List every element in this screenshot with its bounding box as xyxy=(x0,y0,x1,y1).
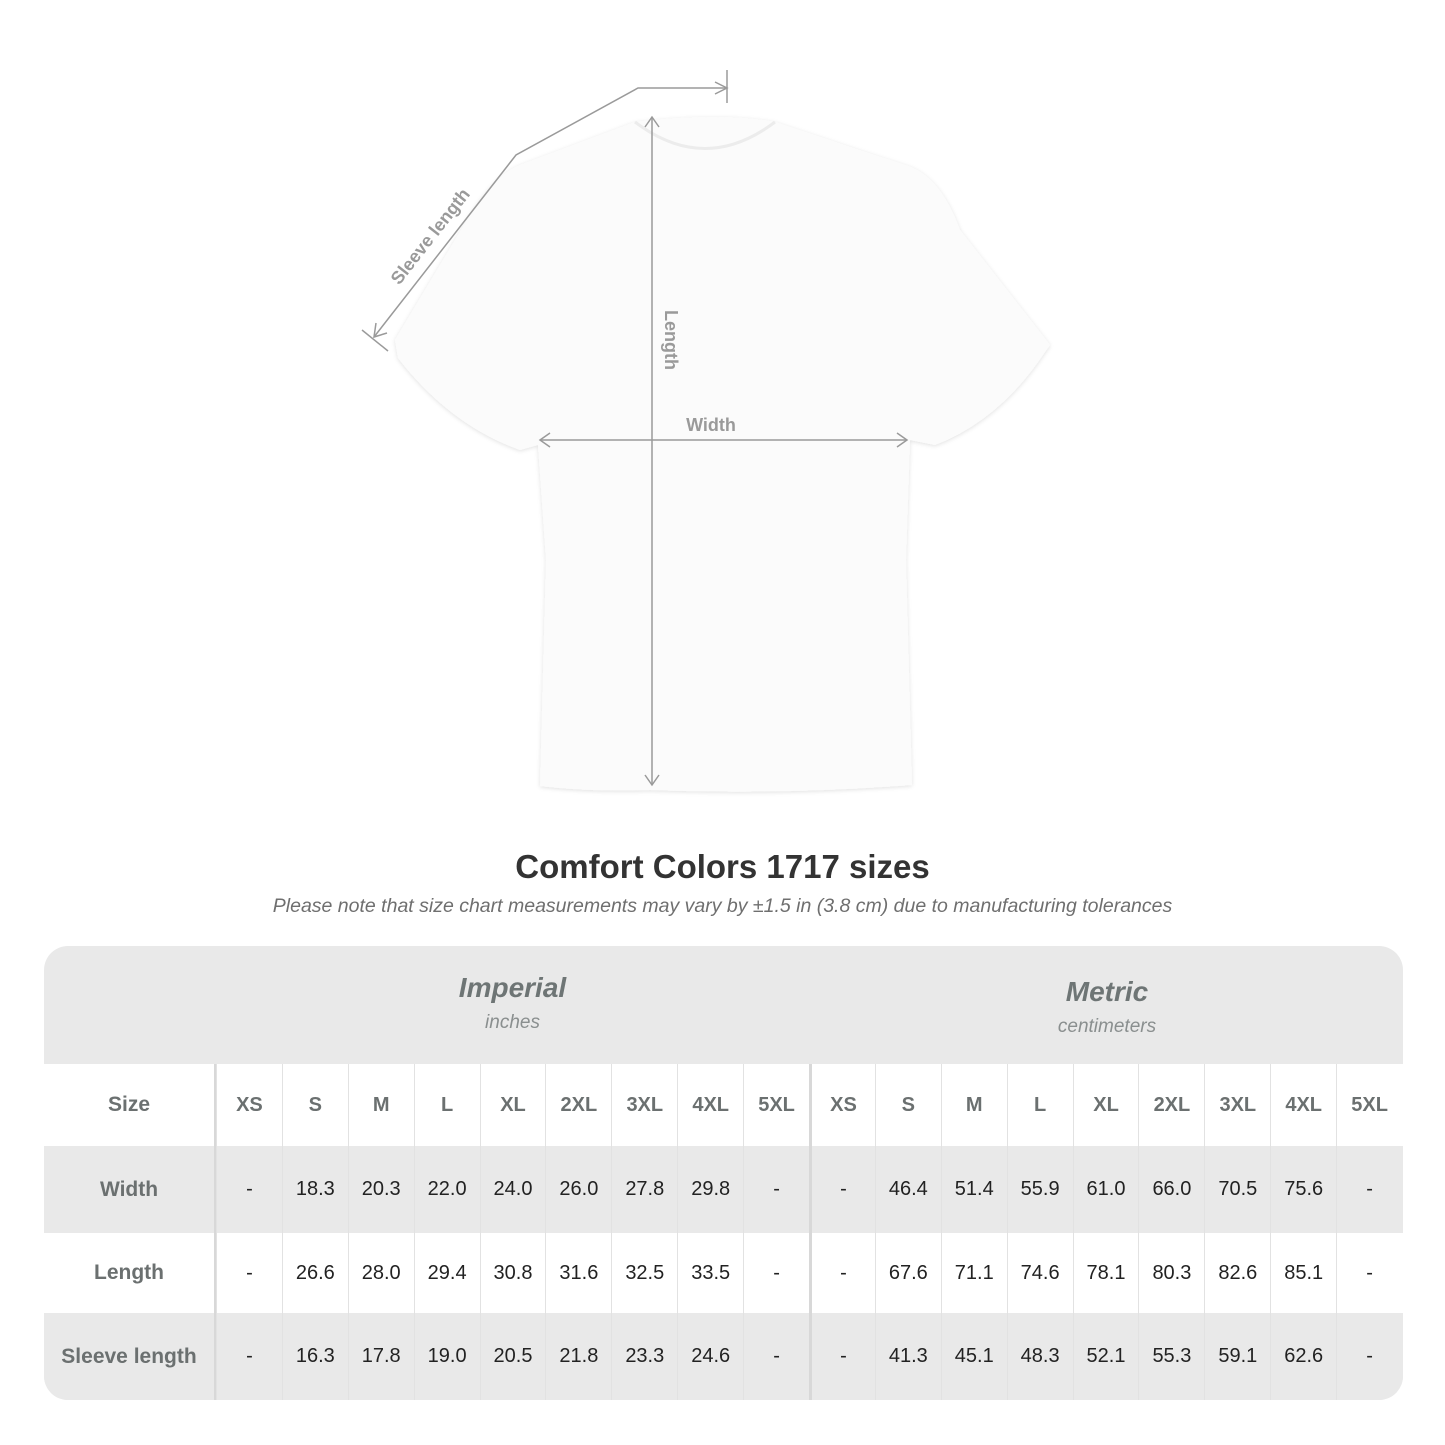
imperial-unit: inches xyxy=(485,1012,540,1033)
row-label: Sleeve length xyxy=(44,1313,216,1400)
size-header: M xyxy=(940,1064,1007,1146)
metric-value: 70.5 xyxy=(1204,1146,1270,1233)
imperial-value: 19.0 xyxy=(413,1313,480,1400)
metric-value: 78.1 xyxy=(1072,1233,1139,1313)
size-header: L xyxy=(1006,1064,1073,1146)
imperial-value: 18.3 xyxy=(281,1146,348,1233)
imperial-value: 30.8 xyxy=(479,1233,546,1313)
imperial-value: 24.6 xyxy=(677,1313,743,1400)
metric-value: - xyxy=(1336,1146,1402,1233)
metric-value: - xyxy=(1336,1233,1402,1313)
metric-value: 48.3 xyxy=(1006,1313,1073,1400)
imperial-value: 24.0 xyxy=(479,1146,546,1233)
metric-value: 52.1 xyxy=(1072,1313,1139,1400)
chart-title: Comfort Colors 1717 sizes xyxy=(515,848,930,885)
metric-value: 61.0 xyxy=(1072,1146,1139,1233)
metric-value: - xyxy=(809,1313,875,1400)
size-header: XS xyxy=(216,1064,282,1146)
size-header: 2XL xyxy=(1138,1064,1204,1146)
measure-lines xyxy=(361,70,909,787)
imperial-value: - xyxy=(216,1233,282,1313)
metric-value: - xyxy=(1336,1313,1402,1400)
size-header-row: Size XS S M L XL 2XL 3XL 4XL 5XL XS S M L XL 2XL 3XL 4XL 5… xyxy=(44,1064,1403,1146)
imperial-header: Imperial inches xyxy=(216,946,809,1090)
imperial-value: 17.8 xyxy=(347,1313,414,1400)
imperial-value: 21.8 xyxy=(545,1313,611,1400)
metric-value: - xyxy=(809,1146,875,1233)
metric-value: 75.6 xyxy=(1270,1146,1336,1233)
imperial-title: Imperial xyxy=(458,972,567,1003)
size-header: 4XL xyxy=(677,1064,743,1146)
imperial-value: 33.5 xyxy=(677,1233,743,1313)
imperial-value: 28.0 xyxy=(347,1233,414,1313)
metric-value: 55.3 xyxy=(1138,1313,1204,1400)
size-header: 4XL xyxy=(1270,1064,1336,1146)
size-label: Size xyxy=(44,1064,216,1146)
imperial-value: 23.3 xyxy=(611,1313,677,1400)
metric-value: 80.3 xyxy=(1138,1233,1204,1313)
imperial-value: 20.5 xyxy=(479,1313,546,1400)
size-header: 5XL xyxy=(743,1064,809,1146)
metric-value: - xyxy=(809,1233,875,1313)
size-header: S xyxy=(281,1064,348,1146)
metric-value: 74.6 xyxy=(1006,1233,1073,1313)
size-grid: Size XS S M L XL 2XL 3XL 4XL 5XL XS S M L XL 2XL 3XL 4XL 5… xyxy=(44,1064,1403,1400)
metric-value: 41.3 xyxy=(874,1313,941,1400)
imperial-value: 29.4 xyxy=(413,1233,480,1313)
metric-value: 67.6 xyxy=(874,1233,941,1313)
size-header: XS xyxy=(809,1064,875,1146)
imperial-value: 27.8 xyxy=(611,1146,677,1233)
imperial-value: 31.6 xyxy=(545,1233,611,1313)
imperial-value: 20.3 xyxy=(347,1146,414,1233)
metric-value: 82.6 xyxy=(1204,1233,1270,1313)
size-header: M xyxy=(347,1064,414,1146)
imperial-value: 26.6 xyxy=(281,1233,348,1313)
metric-value: 62.6 xyxy=(1270,1313,1336,1400)
length-label: Length xyxy=(661,310,681,370)
metric-value: 66.0 xyxy=(1138,1146,1204,1233)
metric-title: Metric xyxy=(1065,976,1149,1007)
metric-unit: centimeters xyxy=(1057,1016,1157,1037)
width-label: Width xyxy=(686,415,736,435)
metric-value: 55.9 xyxy=(1006,1146,1073,1233)
imperial-value: 26.0 xyxy=(545,1146,611,1233)
imperial-value: - xyxy=(743,1313,809,1400)
row-label: Length xyxy=(44,1233,216,1313)
imperial-value: 29.8 xyxy=(677,1146,743,1233)
size-header: L xyxy=(413,1064,480,1146)
metric-value: 59.1 xyxy=(1204,1313,1270,1400)
size-header: S xyxy=(874,1064,941,1146)
size-header: 3XL xyxy=(1204,1064,1270,1146)
metric-value: 85.1 xyxy=(1270,1233,1336,1313)
size-header: 3XL xyxy=(611,1064,677,1146)
tshirt-diagram: Sleeve length Length Width xyxy=(361,70,1050,792)
metric-value: 45.1 xyxy=(940,1313,1007,1400)
table-row: Length -26.6 28.0 29.4 30.8 31.6 32.5 33.5- -67.… xyxy=(44,1233,1403,1313)
imperial-value: 32.5 xyxy=(611,1233,677,1313)
size-header: 5XL xyxy=(1336,1064,1402,1146)
imperial-value: - xyxy=(743,1233,809,1313)
table-row: Width -18.3 20.3 22.0 24.0 26.0 27.8 29.8- -46.4… xyxy=(44,1146,1403,1233)
collar xyxy=(634,120,776,150)
imperial-value: - xyxy=(743,1146,809,1233)
tolerance-note: Please note that size chart measurements… xyxy=(272,895,1173,917)
imperial-value: 22.0 xyxy=(413,1146,480,1233)
size-header: XL xyxy=(479,1064,546,1146)
imperial-value: - xyxy=(216,1313,282,1400)
row-label: Width xyxy=(44,1146,216,1233)
table-row: Sleeve length -16.3 17.8 19.0 20.5 21.8 23.3 24… xyxy=(44,1313,1403,1400)
tshirt-shape xyxy=(395,117,1050,792)
metric-value: 71.1 xyxy=(940,1233,1007,1313)
metric-value: 51.4 xyxy=(940,1146,1007,1233)
metric-header: Metric centimeters xyxy=(811,946,1403,1094)
imperial-value: 16.3 xyxy=(281,1313,348,1400)
size-header: XL xyxy=(1072,1064,1139,1146)
size-header: 2XL xyxy=(545,1064,611,1146)
metric-value: 46.4 xyxy=(874,1146,941,1233)
imperial-value: - xyxy=(216,1146,282,1233)
size-table: Imperial inches Metric centimeters Size X… xyxy=(44,946,1403,1400)
sleeve-measure-line xyxy=(373,87,727,338)
